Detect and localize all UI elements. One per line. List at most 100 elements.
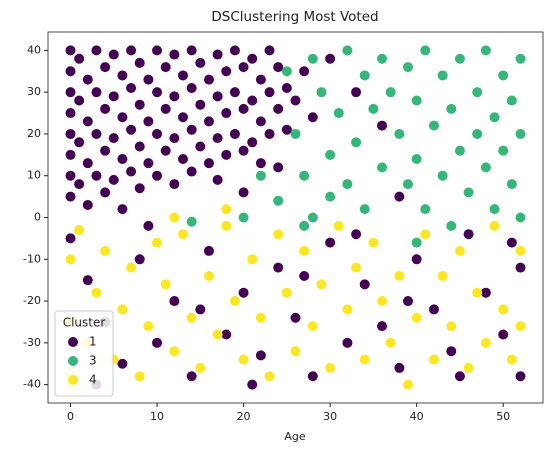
point	[108, 91, 119, 102]
point	[316, 87, 327, 98]
legend-label: 4	[89, 373, 97, 387]
point	[498, 145, 509, 156]
point	[126, 166, 137, 177]
point	[299, 245, 310, 256]
point	[160, 145, 171, 156]
point	[454, 145, 465, 156]
point	[325, 237, 336, 248]
point	[221, 149, 232, 160]
point	[307, 112, 318, 123]
point	[65, 233, 76, 244]
point	[480, 287, 491, 298]
point	[411, 237, 422, 248]
point	[506, 354, 517, 365]
point	[65, 128, 76, 139]
point	[454, 245, 465, 256]
point	[186, 371, 197, 382]
point	[108, 174, 119, 185]
point	[117, 304, 128, 315]
point	[446, 103, 457, 114]
point	[273, 103, 284, 114]
point	[126, 124, 137, 135]
legend-marker	[68, 337, 78, 347]
point	[515, 321, 526, 332]
point	[212, 329, 223, 340]
point	[82, 158, 93, 169]
y-tick-label: 10	[27, 169, 41, 182]
point	[91, 45, 102, 56]
point	[160, 62, 171, 73]
point	[463, 229, 474, 240]
x-tick-label: 0	[67, 410, 74, 423]
point	[169, 133, 180, 144]
point	[281, 124, 292, 135]
point	[169, 212, 180, 223]
point	[255, 312, 266, 323]
point	[91, 170, 102, 181]
x-tick-label: 30	[323, 410, 337, 423]
point	[273, 229, 284, 240]
point	[446, 321, 457, 332]
point	[152, 128, 163, 139]
point	[498, 70, 509, 81]
point	[178, 70, 188, 81]
point	[195, 304, 206, 315]
point	[411, 312, 422, 323]
point	[65, 149, 76, 160]
y-tick-label: -40	[23, 378, 41, 391]
point	[255, 158, 266, 169]
point	[351, 229, 362, 240]
point	[65, 87, 76, 98]
point	[91, 87, 102, 98]
point	[65, 170, 76, 181]
point	[515, 212, 526, 223]
point	[377, 296, 388, 307]
point	[212, 91, 223, 102]
point	[342, 304, 353, 315]
chart-title: DSClustering Most Voted	[211, 9, 378, 25]
point	[195, 362, 206, 373]
y-tick-label: -30	[23, 336, 41, 349]
point	[195, 141, 206, 152]
point	[480, 45, 491, 56]
point	[143, 220, 154, 231]
point	[351, 137, 362, 148]
point	[316, 279, 327, 290]
point	[238, 354, 249, 365]
point	[247, 254, 258, 265]
point	[273, 62, 284, 73]
point	[74, 225, 85, 236]
point	[117, 112, 128, 123]
point	[203, 158, 214, 169]
x-tick-label: 10	[150, 410, 164, 423]
point	[126, 45, 137, 56]
point	[290, 346, 301, 357]
point	[152, 45, 163, 56]
point	[264, 45, 275, 56]
point	[428, 354, 439, 365]
point	[186, 82, 197, 93]
point	[394, 270, 405, 281]
point	[359, 204, 370, 215]
point	[281, 82, 292, 93]
point	[221, 329, 232, 340]
point	[454, 53, 465, 64]
y-tick-label: -10	[23, 252, 41, 265]
point	[221, 108, 232, 119]
point	[498, 304, 509, 315]
plot-frame	[47, 31, 544, 404]
point	[281, 66, 292, 77]
point	[134, 371, 145, 382]
x-tick-label: 50	[496, 410, 510, 423]
point	[264, 371, 275, 382]
point	[65, 66, 76, 77]
point	[134, 141, 145, 152]
point	[247, 379, 258, 390]
point	[134, 183, 145, 194]
point	[65, 45, 76, 56]
point	[299, 66, 310, 77]
point	[446, 346, 457, 357]
point	[247, 95, 258, 106]
point	[65, 108, 76, 119]
point	[394, 128, 405, 139]
